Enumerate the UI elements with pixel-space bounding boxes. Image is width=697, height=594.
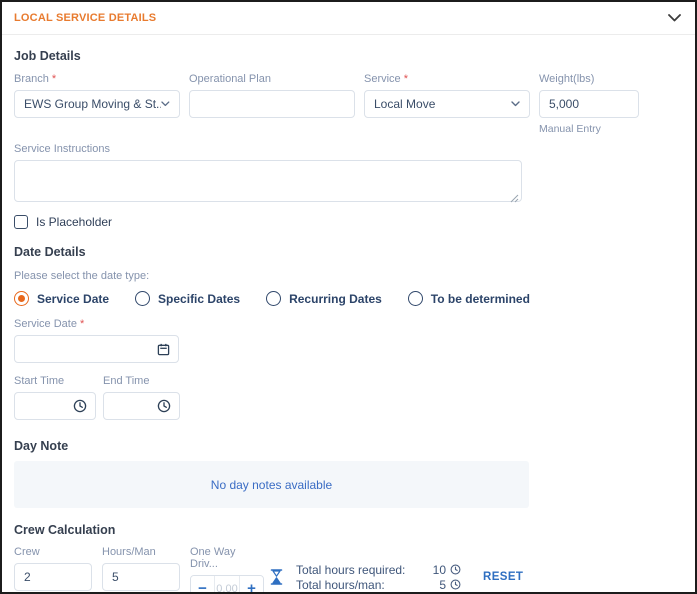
required-asterisk: * — [79, 318, 85, 330]
clock-icon — [73, 399, 87, 413]
service-instructions-label: Service Instructions — [14, 143, 110, 155]
is-placeholder-label: Is Placeholder — [36, 215, 113, 229]
total-hours-required-value: 10 — [432, 562, 446, 577]
service-date-label: Service Date * — [14, 318, 85, 330]
radio-recurring-dates[interactable]: Recurring Dates — [266, 291, 382, 306]
panel-title: LOCAL SERVICE DETAILS — [14, 12, 157, 24]
resize-handle-icon[interactable] — [510, 190, 519, 203]
weight-label: Weight(lbs) — [539, 73, 595, 85]
chevron-down-icon — [511, 101, 520, 107]
calendar-icon — [157, 343, 170, 355]
radio-label: Service Date — [37, 291, 110, 306]
clock-icon — [450, 564, 461, 575]
total-hours-man-value: 5 — [439, 577, 446, 592]
weight-input[interactable] — [539, 90, 639, 118]
service-field: Service * Local Move — [364, 73, 530, 135]
service-instructions-wrap — [14, 160, 522, 203]
job-details-heading: Job Details — [14, 49, 81, 63]
is-placeholder-checkbox[interactable] — [14, 215, 28, 229]
hours-man-field: Hours/Man Auto-calculated — [102, 546, 180, 592]
total-hours-man-line: Total hours/man: 5 — [296, 577, 461, 592]
date-type-radio-group: Service Date Specific Dates Recurring Da… — [14, 291, 683, 306]
service-select[interactable]: Local Move — [364, 90, 530, 118]
branch-label: Branch * — [14, 73, 57, 85]
total-hours-required-line: Total hours required: 10 — [296, 562, 461, 577]
start-time-input[interactable] — [14, 392, 96, 420]
panel-content: Job Details Branch * EWS Group Moving & S… — [2, 49, 695, 592]
crew-field: Crew Auto-calculated — [14, 546, 92, 592]
clock-icon — [157, 399, 171, 413]
hourglass-icon — [270, 569, 283, 585]
one-way-drive-input[interactable] — [214, 576, 240, 592]
day-note-heading: Day Note — [14, 439, 69, 453]
required-asterisk: * — [51, 73, 57, 85]
chevron-down-icon[interactable] — [668, 14, 681, 22]
hours-man-label: Hours/Man — [102, 546, 156, 558]
day-note-empty-message: No day notes available — [210, 477, 333, 492]
day-note-panel: No day notes available — [14, 461, 529, 508]
is-placeholder-row: Is Placeholder — [14, 215, 683, 229]
end-time-label: End Time — [103, 375, 150, 387]
one-way-drive-field: One Way Driv... − + — [190, 546, 264, 592]
service-instructions-textarea[interactable] — [14, 160, 522, 202]
clock-icon — [450, 579, 461, 590]
total-hours-required-label: Total hours required: — [296, 562, 406, 577]
radio-icon — [14, 291, 29, 306]
chevron-down-icon — [161, 101, 170, 107]
total-hours-man-label: Total hours/man: — [296, 577, 385, 592]
operational-plan-field: Operational Plan — [189, 73, 355, 135]
job-details-fields: Branch * EWS Group Moving & St... Operati… — [14, 73, 683, 135]
start-time-label: Start Time — [14, 375, 65, 387]
end-time-input[interactable] — [103, 392, 180, 420]
service-select-value: Local Move — [374, 97, 436, 111]
operational-plan-label: Operational Plan — [189, 73, 271, 85]
required-asterisk: * — [403, 73, 408, 85]
stepper-plus-button[interactable]: + — [240, 576, 263, 592]
service-date-input[interactable] — [14, 335, 179, 363]
radio-icon — [266, 291, 282, 306]
date-details-heading: Date Details — [14, 245, 86, 259]
operational-plan-input[interactable] — [189, 90, 355, 118]
crew-label: Crew — [14, 546, 40, 558]
panel-header[interactable]: LOCAL SERVICE DETAILS — [2, 2, 695, 35]
radio-icon — [407, 291, 423, 306]
totals-block: Total hours required: 10 Total hours/man… — [264, 562, 523, 592]
radio-label: Specific Dates — [158, 291, 241, 306]
radio-to-be-determined[interactable]: To be determined — [407, 291, 530, 306]
radio-label: To be determined — [430, 291, 530, 306]
branch-select-value: EWS Group Moving & St... — [24, 97, 162, 111]
crew-calculation-heading: Crew Calculation — [14, 523, 116, 537]
radio-icon — [135, 291, 151, 306]
crew-input[interactable] — [14, 563, 92, 591]
one-way-drive-label: One Way Driv... — [190, 546, 236, 570]
weight-helper: Manual Entry — [539, 123, 601, 135]
weight-field: Weight(lbs) Manual Entry — [539, 73, 639, 135]
one-way-drive-stepper: − + — [190, 575, 264, 592]
hours-man-input[interactable] — [102, 563, 180, 591]
radio-specific-dates[interactable]: Specific Dates — [135, 291, 240, 306]
branch-field: Branch * EWS Group Moving & St... — [14, 73, 180, 135]
totals-lines: Total hours required: 10 Total hours/man… — [296, 562, 461, 592]
time-inputs-row — [14, 392, 683, 420]
radio-service-date[interactable]: Service Date — [14, 291, 109, 306]
time-labels-row: Start Time End Time — [14, 375, 683, 387]
stepper-minus-button[interactable]: − — [191, 576, 214, 592]
service-label: Service * — [364, 73, 408, 85]
date-type-prompt: Please select the date type: — [14, 270, 150, 282]
branch-select[interactable]: EWS Group Moving & St... — [14, 90, 180, 118]
reset-button[interactable]: RESET — [483, 571, 524, 583]
crew-calculation-row: Crew Auto-calculated Hours/Man Auto-calc… — [14, 546, 683, 592]
radio-label: Recurring Dates — [289, 291, 382, 306]
